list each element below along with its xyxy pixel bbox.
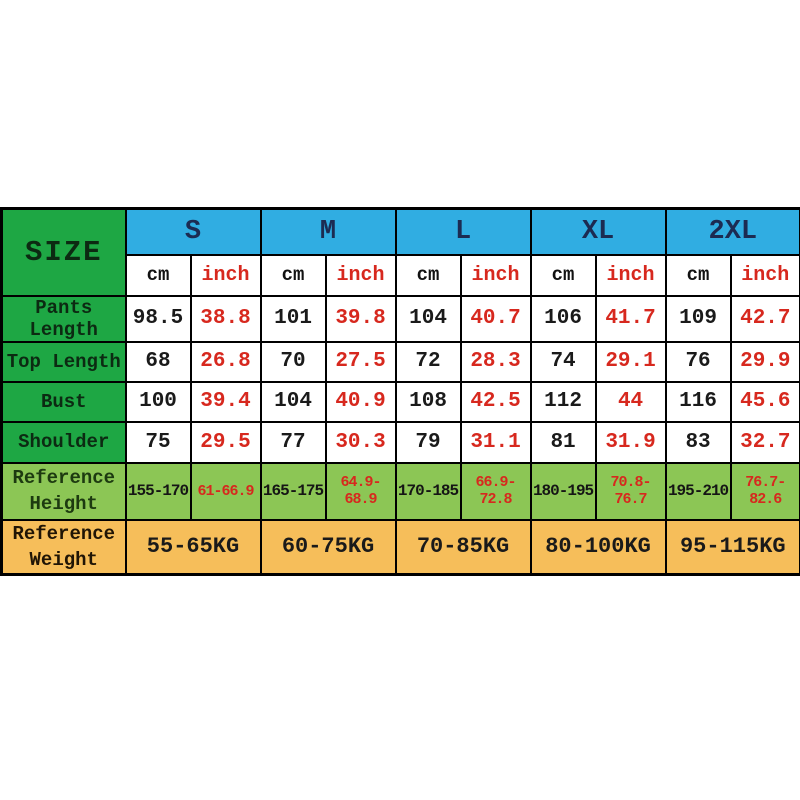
- value-cell: 40.7: [459, 294, 532, 343]
- reference-height-label-line2: Height: [29, 493, 98, 515]
- reference-height-label-line1: Reference: [12, 467, 116, 489]
- value-cell: 170-185: [394, 461, 462, 521]
- size-header-row: SIZE S M L XL 2XL: [0, 207, 800, 297]
- row-label-bust: Bust: [0, 380, 127, 423]
- value-cell: 106: [529, 294, 597, 343]
- value-cell: 72: [394, 340, 462, 383]
- unit-header-inch: inch: [189, 253, 262, 297]
- unit-header-cm: cm: [664, 253, 732, 297]
- value-cell: 81: [529, 420, 597, 464]
- value-cell: 155-170: [124, 461, 192, 521]
- value-cell: 31.1: [459, 420, 532, 464]
- value-cell: 32.7: [729, 420, 800, 464]
- value-cell: 104: [259, 380, 327, 423]
- value-cell: 104: [394, 294, 462, 343]
- unit-header-inch: inch: [594, 253, 667, 297]
- value-cell: 70.8-76.7: [594, 461, 667, 521]
- size-header-m: M: [259, 207, 397, 256]
- size-chart-table: SIZE S M L XL 2XL cm inch cm inch cm inc…: [0, 207, 800, 576]
- size-header-s: S: [124, 207, 262, 256]
- row-label-pants-length: Pants Length: [0, 294, 127, 343]
- size-header-l: L: [394, 207, 532, 256]
- row-label-top-length: Top Length: [0, 340, 127, 383]
- value-cell: 30.3: [324, 420, 397, 464]
- value-cell: 41.7: [594, 294, 667, 343]
- row-label-reference-height: Reference Height: [0, 461, 127, 521]
- unit-header-cm: cm: [124, 253, 192, 297]
- value-cell: 39.8: [324, 294, 397, 343]
- value-cell: 55-65KG: [124, 518, 262, 575]
- value-cell: 29.1: [594, 340, 667, 383]
- table-row-pants-length: Pants Length 98.5 38.8 101 39.8 104 40.7…: [0, 294, 800, 343]
- unit-header-cm: cm: [394, 253, 462, 297]
- value-cell: 68: [124, 340, 192, 383]
- value-cell: 61-66.9: [189, 461, 262, 521]
- value-cell: 116: [664, 380, 732, 423]
- value-cell: 38.8: [189, 294, 262, 343]
- table-row-top-length: Top Length 68 26.8 70 27.5 72 28.3 74 29…: [0, 340, 800, 383]
- value-cell: 77: [259, 420, 327, 464]
- unit-header-inch: inch: [324, 253, 397, 297]
- size-header-xl: XL: [529, 207, 667, 256]
- value-cell: 83: [664, 420, 732, 464]
- size-header-2xl: 2XL: [664, 207, 800, 256]
- value-cell: 80-100KG: [529, 518, 667, 575]
- value-cell: 75: [124, 420, 192, 464]
- value-cell: 42.5: [459, 380, 532, 423]
- value-cell: 101: [259, 294, 327, 343]
- size-corner-cell: SIZE: [0, 207, 127, 297]
- unit-header-cm: cm: [529, 253, 597, 297]
- value-cell: 42.7: [729, 294, 800, 343]
- reference-weight-label-line2: Weight: [29, 548, 98, 571]
- value-cell: 31.9: [594, 420, 667, 464]
- value-cell: 39.4: [189, 380, 262, 423]
- value-cell: 112: [529, 380, 597, 423]
- reference-weight-label-line1: Reference: [12, 522, 116, 545]
- value-cell: 109: [664, 294, 732, 343]
- value-cell: 60-75KG: [259, 518, 397, 575]
- unit-header-cm: cm: [259, 253, 327, 297]
- value-cell: 40.9: [324, 380, 397, 423]
- value-cell: 70-85KG: [394, 518, 532, 575]
- value-cell: 27.5: [324, 340, 397, 383]
- value-cell: 70: [259, 340, 327, 383]
- value-cell: 180-195: [529, 461, 597, 521]
- row-label-shoulder: Shoulder: [0, 420, 127, 464]
- unit-header-inch: inch: [729, 253, 800, 297]
- value-cell: 29.5: [189, 420, 262, 464]
- value-cell: 79: [394, 420, 462, 464]
- value-cell: 74: [529, 340, 597, 383]
- value-cell: 165-175: [259, 461, 327, 521]
- value-cell: 28.3: [459, 340, 532, 383]
- value-cell: 76: [664, 340, 732, 383]
- row-label-reference-weight: Reference Weight: [0, 518, 127, 575]
- value-cell: 29.9: [729, 340, 800, 383]
- unit-header-inch: inch: [459, 253, 532, 297]
- unit-header-row: cm inch cm inch cm inch cm inch cm inch: [2, 253, 800, 297]
- value-cell: 195-210: [664, 461, 732, 521]
- table-row-reference-height: Reference Height 155-170 61-66.9 165-175…: [0, 461, 800, 521]
- value-cell: 100: [124, 380, 192, 423]
- value-cell: 98.5: [124, 294, 192, 343]
- value-cell: 64.9-68.9: [324, 461, 397, 521]
- value-cell: 76.7-82.6: [729, 461, 800, 521]
- value-cell: 26.8: [189, 340, 262, 383]
- table-row-reference-weight: Reference Weight 55-65KG 60-75KG 70-85KG…: [0, 518, 800, 575]
- value-cell: 95-115KG: [664, 518, 800, 575]
- table-row-bust: Bust 100 39.4 104 40.9 108 42.5 112 44 1…: [0, 380, 800, 423]
- value-cell: 66.9-72.8: [459, 461, 532, 521]
- table-row-shoulder: Shoulder 75 29.5 77 30.3 79 31.1 81 31.9…: [0, 420, 800, 464]
- value-cell: 45.6: [729, 380, 800, 423]
- value-cell: 44: [594, 380, 667, 423]
- value-cell: 108: [394, 380, 462, 423]
